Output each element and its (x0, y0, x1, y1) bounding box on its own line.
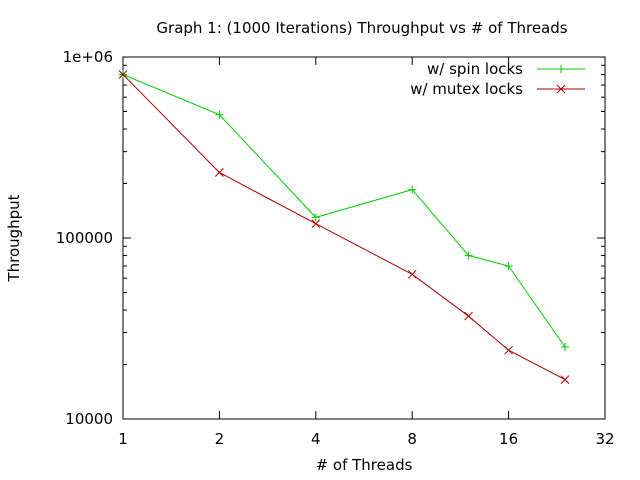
legend-label: w/ spin locks (427, 60, 523, 78)
data-point (407, 269, 417, 279)
x-tick-label: 32 (595, 430, 614, 448)
data-point (504, 262, 513, 271)
y-tick-label: 10000 (65, 410, 113, 428)
chart-title: Graph 1: (1000 Iterations) Throughput vs… (156, 19, 567, 37)
data-point (560, 375, 570, 384)
data-point (311, 219, 321, 229)
x-tick-label: 1 (118, 430, 128, 448)
y-tick-label: 100000 (56, 229, 113, 247)
legend-marker (557, 65, 565, 73)
x-tick-label: 16 (499, 430, 518, 448)
series-line-1 (122, 74, 566, 381)
legend-label: w/ mutex locks (410, 80, 523, 98)
data-point (464, 311, 473, 321)
series-line-0 (122, 74, 566, 348)
plot-area (122, 56, 606, 420)
x-axis-label: # of Threads (316, 456, 413, 474)
data-point (215, 168, 224, 177)
data-point (560, 342, 569, 351)
x-tick-label: 4 (311, 430, 321, 448)
data-point (311, 213, 320, 222)
x-tick-label: 2 (215, 430, 225, 448)
x-tick-label: 8 (407, 430, 417, 448)
data-point (215, 110, 224, 119)
data-point (408, 185, 417, 194)
data-point (464, 251, 473, 260)
data-point (118, 70, 128, 79)
legend-marker (556, 84, 566, 94)
y-axis-label: Throughput (5, 194, 23, 282)
y-tick-label: 1e+06 (63, 48, 113, 66)
data-point (504, 345, 513, 355)
